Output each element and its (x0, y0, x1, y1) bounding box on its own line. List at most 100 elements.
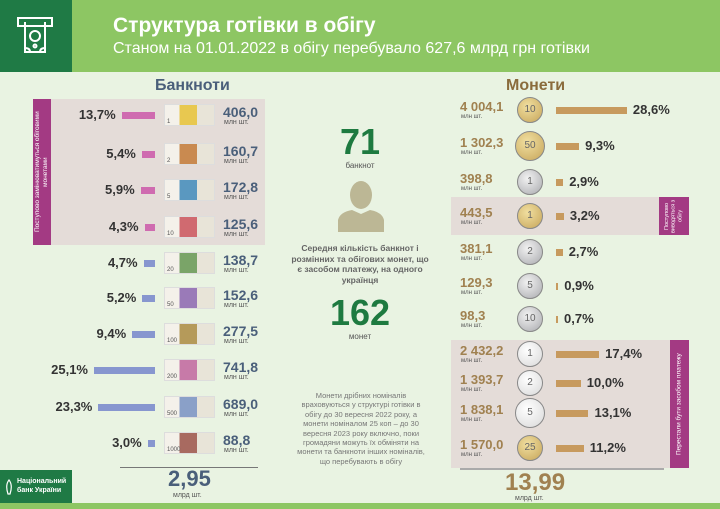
banknote-denomination: 1000 (167, 447, 181, 453)
coin-pct: 13,1% (594, 405, 632, 420)
banknote-bar (147, 440, 155, 447)
banknote-pct: 13,7% (78, 107, 116, 122)
banknote-bar (143, 260, 155, 267)
banknote-unit: млн шт. (224, 119, 249, 126)
banknotes-total-divider (120, 467, 258, 468)
coin-pct: 9,3% (585, 138, 615, 153)
coin-bar (556, 445, 584, 452)
coin-denomination: 10 (524, 104, 536, 115)
banknote-denomination: 500 (167, 411, 178, 417)
footer-stripe (0, 503, 720, 509)
coin-image: 1 (517, 341, 543, 367)
banknote-image: 200 (164, 359, 215, 381)
banknotes-old-panel (33, 99, 265, 245)
coin-pct: 11,2% (589, 440, 626, 455)
coin-image: 10 (517, 97, 543, 123)
coin-bar (556, 380, 581, 387)
logo-line-2: банк України (17, 486, 62, 494)
banknote-unit: млн шт. (224, 158, 249, 165)
banknote-unit: млн шт. (224, 231, 249, 238)
header-banner (0, 0, 720, 72)
banknote-denomination: 5 (167, 194, 171, 200)
banknote-pct: 5,9% (105, 182, 135, 197)
banknotes-total-unit: млрд шт. (173, 492, 202, 499)
coin-unit: млн шт. (461, 220, 483, 226)
coin-image: 1 (517, 169, 543, 195)
coin-image: 5 (517, 273, 543, 299)
banknote-image: 50 (164, 287, 215, 309)
coin-image: 1 (517, 203, 543, 229)
banknote-unit: млн шт. (224, 267, 249, 274)
coin-image: 10 (517, 306, 543, 332)
banknote-image: 2 (164, 143, 215, 165)
banknote-pct: 5,4% (106, 146, 136, 161)
coin-count: 1 393,7 (460, 372, 504, 387)
banknote-unit: млн шт. (224, 338, 249, 345)
banknote-denomination: 10 (167, 231, 174, 237)
coin-unit: млн шт. (461, 323, 483, 329)
coin-unit: млн шт. (461, 186, 483, 192)
banknote-count: 160,7 (223, 143, 259, 159)
banknote-bar (141, 151, 155, 158)
coin-image: 25 (517, 435, 543, 461)
banknote-denomination: 200 (167, 374, 178, 380)
coin-unit: млн шт. (461, 114, 483, 120)
small-coins-note: Монети дрібних номіналів враховуються у … (297, 391, 425, 466)
coin-old-panel (451, 197, 689, 235)
banknote-bar (94, 367, 155, 374)
coin-denomination: 5 (527, 280, 533, 291)
banknotes-per-person: 71 (339, 121, 381, 162)
banknote-pct: 9,4% (96, 326, 127, 341)
coin-denomination: 10 (524, 313, 536, 324)
coin-unit: млн шт. (461, 150, 483, 156)
coin-pct: 3,2% (569, 208, 600, 223)
coin-bar (556, 179, 564, 186)
banknote-pct: 23,3% (55, 399, 93, 414)
coins-heading: Монети (506, 77, 566, 94)
banknote-denomination: 1 (167, 119, 171, 125)
banknote-image: 1000 (164, 432, 215, 454)
coin-denomination: 1 (527, 176, 533, 187)
banknote-unit: млн шт. (224, 302, 249, 309)
coin-denomination: 50 (524, 140, 536, 151)
banknote-bar (144, 224, 155, 231)
banknote-count: 172,8 (223, 179, 259, 195)
coin-count: 129,3 (460, 275, 493, 290)
coins-total-divider (460, 468, 664, 470)
coin-image: 5 (515, 398, 545, 428)
banknote-count: 138,7 (223, 252, 259, 268)
person-icon (338, 180, 384, 237)
banknote-unit: млн шт. (224, 374, 249, 381)
coin-pct: 0,7% (564, 311, 594, 326)
coin-bar (556, 410, 589, 417)
coin-pct: 10,0% (586, 375, 624, 390)
coin-count: 398,8 (460, 171, 493, 186)
coin-count: 98,3 (460, 308, 486, 323)
coin-bar (556, 213, 564, 220)
page-title: Структура готівки в обігу (113, 14, 376, 37)
banknote-count: 88,8 (223, 432, 251, 448)
coins-total: 13,99 (505, 469, 566, 496)
coins-total-unit: млрд шт. (515, 495, 544, 502)
banknote-count: 125,6 (223, 216, 259, 232)
nbu-logo: Національний банк України (0, 470, 72, 503)
banknote-bar (132, 331, 155, 338)
coin-bar (556, 316, 558, 323)
coin-bar (556, 249, 563, 256)
coins-strip-label-1: Поступово виводяться з обігу (659, 197, 689, 235)
coin-bar (556, 283, 559, 290)
coin-bar (556, 107, 627, 114)
coin-denomination: 2 (527, 246, 533, 257)
banknote-pct: 4,3% (108, 219, 139, 234)
banknote-image: 1 (164, 104, 215, 126)
coins-per-person-label: монет (348, 332, 372, 341)
per-person-caption: Середня кількість банкнот і розмінних та… (291, 243, 429, 285)
banknote-image: 20 (164, 252, 215, 274)
logo-line-1: Національний (17, 478, 67, 486)
coin-pct: 28,6% (632, 102, 670, 117)
banknote-bar (98, 404, 155, 411)
coin-unit: млн шт. (461, 387, 483, 393)
coin-count: 1 838,1 (460, 402, 504, 417)
coin-pct: 2,9% (569, 174, 599, 189)
coin-bar (556, 143, 580, 150)
